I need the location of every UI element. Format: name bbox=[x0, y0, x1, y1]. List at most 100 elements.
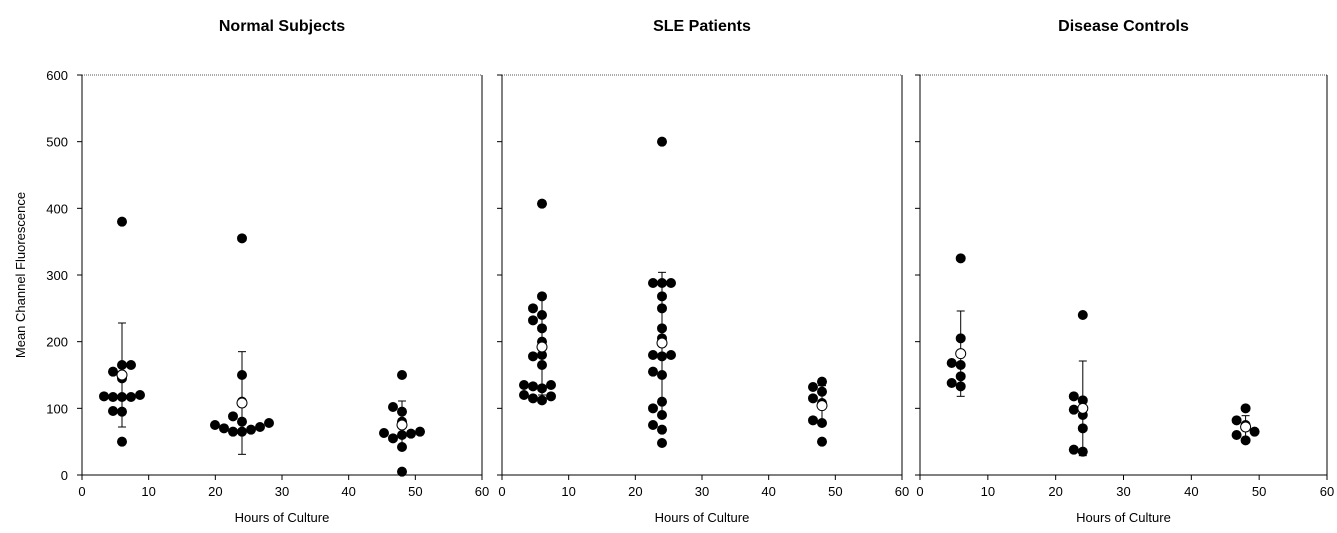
data-point bbox=[648, 420, 658, 430]
data-point bbox=[1231, 430, 1242, 440]
data-point bbox=[255, 422, 265, 432]
data-point bbox=[397, 430, 407, 440]
panel-title: SLE Patients bbox=[653, 18, 751, 35]
x-tick-label: 10 bbox=[561, 484, 575, 499]
data-point bbox=[237, 233, 247, 244]
mean-marker bbox=[536, 341, 548, 353]
y-tick-label: 200 bbox=[46, 335, 68, 350]
x-tick-label: 10 bbox=[981, 484, 995, 499]
y-tick-label: 0 bbox=[61, 468, 68, 483]
y-tick-label: 100 bbox=[46, 401, 68, 416]
data-point bbox=[210, 420, 220, 430]
data-point bbox=[397, 442, 407, 452]
chart-panel-2: SLE Patients 0 10 20 30 40 50 60 Hours of Cultur… bbox=[497, 18, 909, 525]
data-point bbox=[1068, 404, 1079, 415]
data-point bbox=[648, 350, 658, 360]
data-point bbox=[817, 418, 827, 428]
data-point bbox=[1240, 403, 1251, 414]
data-point bbox=[817, 376, 827, 387]
data-point bbox=[1077, 310, 1088, 320]
x-axis-label: Hours of Culture bbox=[655, 510, 750, 525]
data-point bbox=[397, 466, 407, 477]
mean-marker bbox=[396, 419, 408, 431]
data-point bbox=[537, 310, 547, 320]
data-point bbox=[246, 424, 256, 435]
data-point bbox=[237, 370, 247, 380]
data-point bbox=[955, 253, 966, 264]
data-point bbox=[666, 278, 676, 288]
mean-marker bbox=[656, 337, 668, 349]
data-point bbox=[657, 424, 667, 435]
data-point bbox=[537, 323, 547, 334]
data-point bbox=[808, 393, 818, 404]
data-point bbox=[946, 378, 957, 388]
data-point bbox=[537, 350, 547, 360]
data-point bbox=[657, 291, 667, 302]
data-point bbox=[397, 370, 407, 380]
data-point bbox=[228, 411, 238, 422]
data-point bbox=[528, 303, 538, 314]
x-tick-label: 30 bbox=[1116, 484, 1130, 499]
data-point bbox=[264, 418, 274, 428]
data-point bbox=[955, 333, 966, 344]
data-point bbox=[817, 436, 827, 447]
x-tick-label: 0 bbox=[498, 484, 505, 499]
x-tick-label: 60 bbox=[895, 484, 909, 499]
data-point bbox=[397, 406, 407, 417]
data-point bbox=[808, 382, 818, 392]
data-point bbox=[1077, 446, 1088, 457]
data-point bbox=[657, 370, 667, 380]
data-point bbox=[379, 428, 389, 438]
x-tick-label: 20 bbox=[1048, 484, 1062, 499]
data-point bbox=[519, 390, 529, 400]
y-tick-label: 400 bbox=[46, 201, 68, 216]
data-point bbox=[657, 410, 667, 420]
data-point bbox=[546, 391, 556, 402]
y-tick-label: 500 bbox=[46, 135, 68, 150]
data-point bbox=[528, 351, 538, 362]
mean-marker bbox=[1077, 402, 1089, 414]
mean-marker bbox=[236, 397, 248, 409]
data-point bbox=[648, 366, 658, 377]
mean-marker bbox=[816, 400, 828, 412]
data-point bbox=[528, 381, 538, 392]
x-tick-label: 20 bbox=[208, 484, 222, 499]
data-point bbox=[228, 426, 238, 437]
data-point bbox=[648, 278, 658, 288]
data-point bbox=[808, 415, 818, 426]
data-point bbox=[657, 323, 667, 334]
data-point bbox=[1249, 426, 1260, 437]
x-tick-label: 50 bbox=[1252, 484, 1266, 499]
panel-title: Normal Subjects bbox=[219, 18, 345, 35]
data-point bbox=[117, 216, 127, 227]
data-point bbox=[648, 403, 658, 414]
x-tick-label: 0 bbox=[916, 484, 923, 499]
data-point bbox=[657, 136, 667, 147]
data-point bbox=[1068, 391, 1079, 402]
x-tick-label: 60 bbox=[1320, 484, 1334, 499]
data-point bbox=[126, 360, 136, 370]
data-point bbox=[955, 360, 966, 370]
data-point bbox=[117, 406, 127, 417]
data-point bbox=[946, 358, 957, 368]
data-point bbox=[537, 360, 547, 370]
x-axis-label: Hours of Culture bbox=[235, 510, 330, 525]
x-tick-label: 60 bbox=[475, 484, 489, 499]
x-tick-label: 40 bbox=[761, 484, 775, 499]
data-point bbox=[117, 436, 127, 447]
data-point bbox=[237, 426, 247, 437]
data-point bbox=[1240, 435, 1251, 446]
mean-marker bbox=[116, 369, 128, 381]
data-point bbox=[955, 371, 966, 382]
data-point bbox=[955, 381, 966, 392]
x-tick-label: 40 bbox=[1184, 484, 1198, 499]
data-point bbox=[537, 383, 547, 394]
data-point bbox=[666, 350, 676, 360]
panel-title: Disease Controls bbox=[1058, 18, 1189, 35]
data-point bbox=[657, 278, 667, 288]
data-point bbox=[528, 393, 538, 404]
mean-marker bbox=[1240, 421, 1252, 433]
data-point bbox=[519, 380, 529, 390]
